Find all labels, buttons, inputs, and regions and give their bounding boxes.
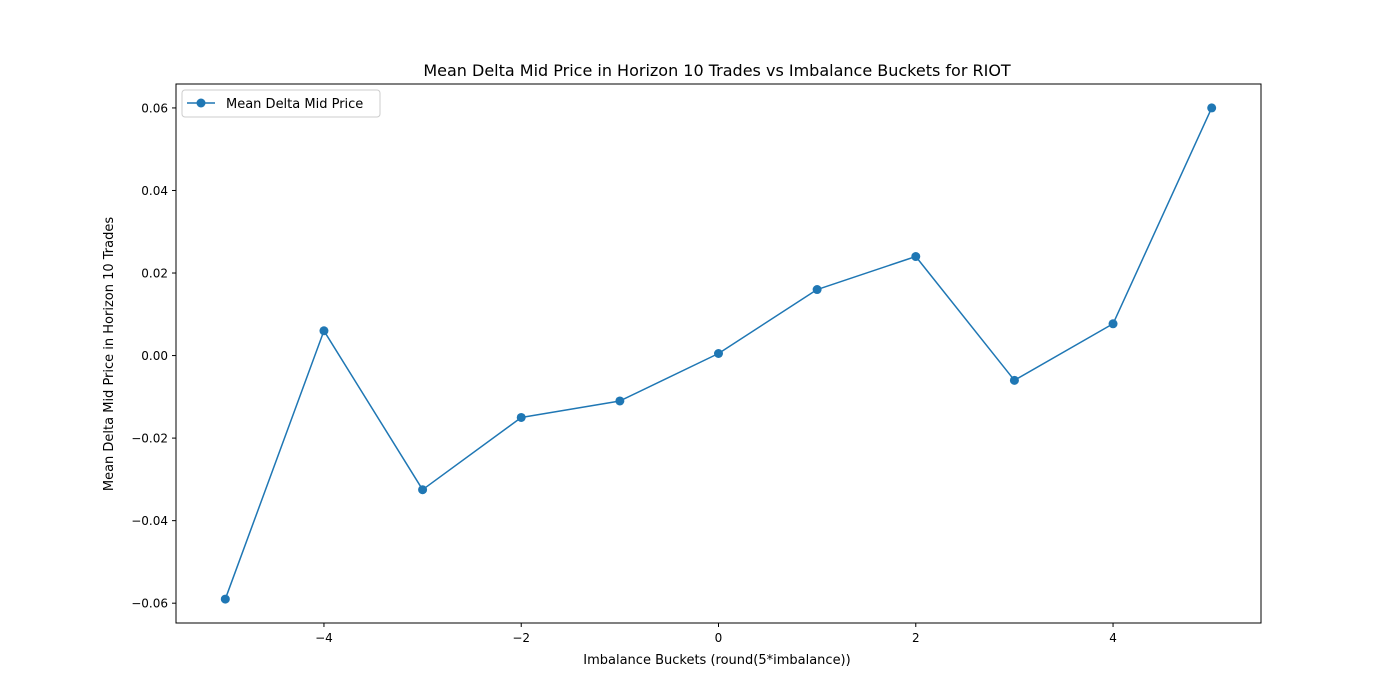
y-tick-label: −0.04 [131, 514, 168, 528]
ticks-layer: −4 −2 0 2 4 −0.06 −0.04 −0.02 0.00 0.02 0.04 0.06 [131, 101, 1117, 645]
y-tick-label: 0.02 [141, 267, 168, 281]
y-tick-label: 0.06 [141, 101, 168, 115]
x-tick-label: 4 [1109, 631, 1117, 645]
legend-label: Mean Delta Mid Price [226, 97, 363, 112]
data-point [1207, 103, 1217, 113]
y-axis-label: Mean Delta Mid Price in Horizon 10 Trade… [102, 217, 117, 492]
data-point [418, 485, 428, 495]
x-tick-label: −2 [512, 631, 530, 645]
data-point [714, 349, 723, 358]
x-tick-label: −4 [315, 631, 333, 645]
y-tick-label: −0.02 [131, 432, 168, 446]
plot-frame [175, 83, 1262, 624]
chart-title: Mean Delta Mid Price in Horizon 10 Trade… [423, 61, 1011, 80]
data-point [319, 326, 329, 336]
y-tick-label: 0.00 [141, 349, 168, 363]
data-point [911, 252, 921, 262]
data-point [1009, 375, 1019, 385]
x-tick-label: 0 [715, 631, 723, 645]
legend-marker-swatch [196, 98, 206, 108]
x-tick-label: 2 [912, 631, 920, 645]
legend: Mean Delta Mid Price [181, 89, 381, 118]
series-layer [220, 103, 1217, 604]
y-tick-label: −0.06 [131, 597, 168, 611]
y-tick-label: 0.04 [141, 184, 168, 198]
legend-box [181, 89, 381, 118]
data-point [220, 594, 230, 604]
data-point [516, 412, 526, 422]
data-point [812, 285, 822, 295]
data-point [615, 396, 625, 406]
data-point [1108, 319, 1118, 329]
x-axis-label: Imbalance Buckets (round(5*imbalance)) [583, 653, 850, 668]
